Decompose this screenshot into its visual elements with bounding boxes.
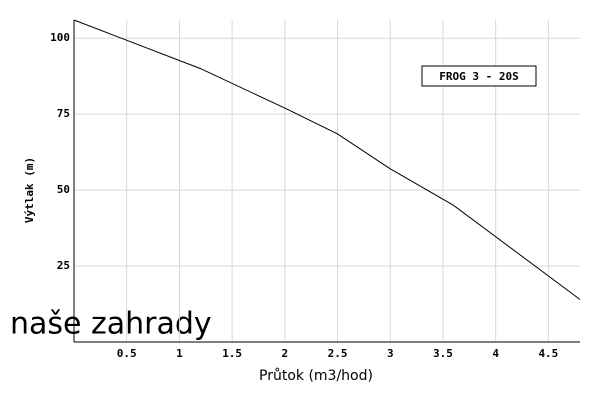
- x-axis-label: Průtok (m3/hod): [259, 368, 373, 384]
- legend-box: [421, 65, 537, 87]
- x-tick-label: 3: [387, 347, 394, 360]
- x-tick-label: 1.5: [222, 347, 242, 360]
- x-tick-label: 2: [282, 347, 289, 360]
- legend-label: FROG 3 - 20S: [439, 70, 518, 83]
- x-tick-label: 1: [176, 347, 183, 360]
- x-tick-label: 4.5: [538, 347, 558, 360]
- x-tick-label: 4: [492, 347, 499, 360]
- y-axis-label: Výtlak (m): [23, 157, 36, 223]
- y-tick-label: 25: [57, 259, 70, 272]
- x-tick-label: 3.5: [433, 347, 453, 360]
- y-tick-label: 75: [57, 107, 70, 120]
- x-tick-label: 2.5: [328, 347, 348, 360]
- y-tick-label: 50: [57, 183, 70, 196]
- data-line: [73, 19, 581, 300]
- y-tick-label: 100: [50, 31, 70, 44]
- x-tick-label: 0.5: [117, 347, 137, 360]
- watermark: naše zahrady: [10, 307, 212, 342]
